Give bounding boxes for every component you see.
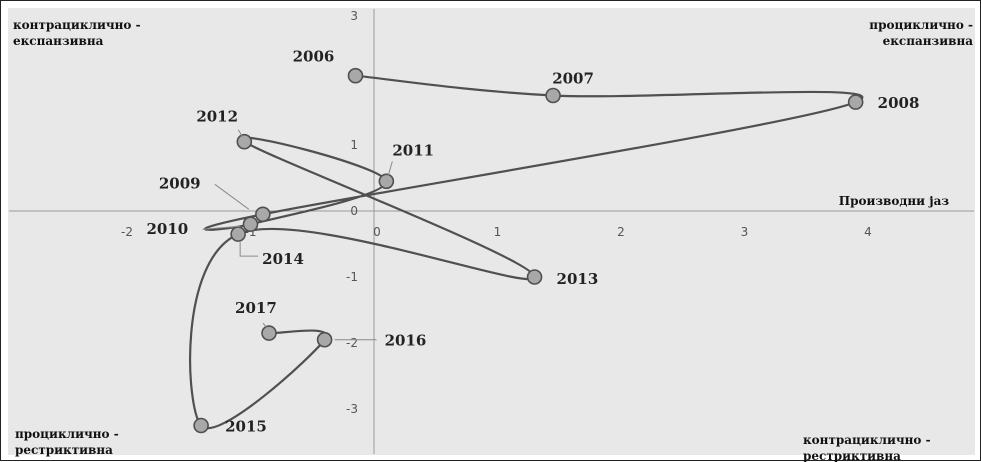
data-point-2009 [255,206,271,223]
data-point-2011 [378,173,395,190]
point-label-2006: 2006 [293,48,335,66]
trajectory-layer [189,74,864,430]
data-point-2017 [261,325,277,341]
point-label-2015: 2015 [225,418,267,436]
data-point-2007 [545,87,561,104]
quadrant-label-top-left: контрациклично - [13,18,141,32]
data-point-2016 [316,331,333,348]
x-tick-label: 0 [373,225,381,239]
quadrant-label-bottom-right: рестриктивна [803,449,901,462]
x-tick-label: -1 [245,225,257,239]
label-leader-line [214,183,250,210]
quadrant-label-top-right: проциклично - [869,18,973,32]
data-point-2013 [526,269,543,285]
label-leader-line [202,225,241,230]
quadrant-label-bottom-left: рестриктивна [15,443,113,457]
point-label-2011: 2011 [392,141,434,159]
data-point-2010 [242,216,259,232]
x-tick-label: 3 [741,225,749,239]
x-tick-label: 1 [494,225,502,239]
x-tick-label: 4 [864,225,872,239]
axes-layer: -2 -1 0 1 2 3 4 3 1 0 -1 -2 -3 Производни јаз [9,9,974,454]
x-axis-label: Производни јаз [839,194,950,208]
plot-area [8,8,975,455]
markers-layer [193,67,864,434]
point-label-2014: 2014 [262,250,304,268]
y-tick-label: 1 [350,138,358,152]
point-label-2017: 2017 [235,299,277,317]
data-point-2008 [847,94,864,110]
point-label-2013: 2013 [557,270,599,288]
y-tick-label: 3 [350,9,358,23]
series-line [189,74,864,430]
data-point-2015 [193,417,209,434]
point-label-2010: 2010 [147,220,189,238]
quadrant-label-top-right: експанзивна [883,34,974,48]
point-label-2016: 2016 [385,332,427,350]
point-label-2012: 2012 [196,108,238,126]
data-point-2014 [230,226,246,242]
point-label-2008: 2008 [878,94,920,112]
data-point-2012 [236,133,253,150]
label-leader-line [237,129,243,137]
y-tick-label: 0 [350,204,358,218]
point-label-2007: 2007 [552,70,594,88]
y-tick-label: -2 [346,336,358,350]
point-labels-layer: 2006200720082009201020112012201320142015… [147,48,920,436]
x-tick-label: -2 [121,225,133,239]
quadrant-label-top-left: експанзивна [13,34,104,48]
label-leader-line [262,322,268,329]
quadrant-label-bottom-right: контрациклично - [803,433,931,447]
quadrant-labels-layer: контрациклично - експанзивна проциклично -… [13,18,973,462]
label-leader-line [387,161,393,176]
data-point-2006 [347,67,364,84]
x-tick-label: 2 [617,225,625,239]
point-label-2009: 2009 [159,174,201,192]
quadrant-label-bottom-left: проциклично - [15,427,119,441]
label-leader-line [239,242,259,257]
y-tick-label: -3 [346,402,358,416]
y-tick-label: -1 [346,270,358,284]
